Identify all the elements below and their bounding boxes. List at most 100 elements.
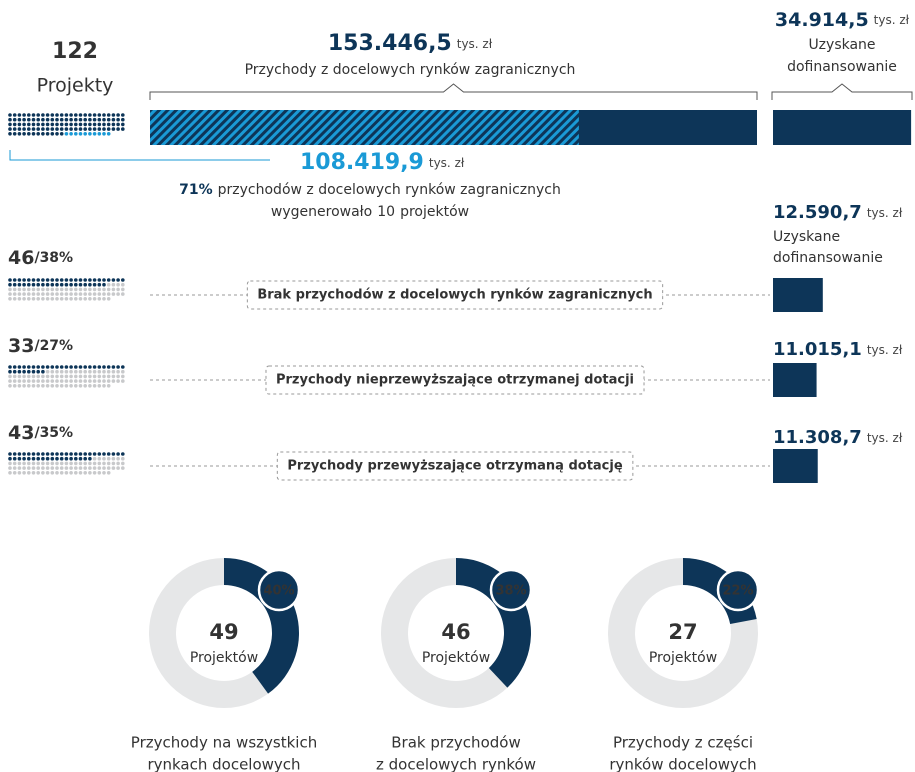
dot [8,287,12,292]
dot [92,452,97,456]
dot [102,282,106,287]
dot [97,456,102,461]
dot [88,369,92,374]
top-projects-text-part: projektów [400,204,469,220]
dot [106,132,111,136]
dot [50,113,55,117]
dot [36,117,40,122]
dot [74,365,78,369]
connector [9,150,270,161]
revenue-total-part: tys. zł [457,37,493,51]
dot [8,471,12,475]
dot [83,466,87,470]
dot [55,282,59,287]
dot [59,282,64,287]
dot [88,282,92,287]
dot [8,374,12,379]
dot [17,374,22,379]
bracket [149,83,758,100]
dot [88,113,92,117]
dot [36,369,40,374]
dot [78,292,83,296]
dot [41,466,45,470]
dot [92,292,97,296]
dot [8,297,12,301]
dot [64,471,69,475]
dot [12,292,17,296]
dot [36,461,40,466]
dot [74,461,78,466]
dot [12,113,17,117]
dot [69,292,73,296]
dot [12,117,17,122]
share-label: 22% [722,584,753,599]
dot [116,452,120,456]
dot [45,127,50,131]
dot [45,117,50,122]
dot [64,374,69,379]
dot [59,113,64,117]
dot [64,282,69,287]
dot [102,369,106,374]
dot [27,127,31,131]
dot [12,127,17,131]
dot [83,456,87,461]
dot [12,379,17,383]
dot [102,292,106,296]
dot [50,297,55,301]
dot [50,117,55,122]
dot [83,113,87,117]
dot [102,113,106,117]
dot [45,461,50,466]
dot [59,292,64,296]
dot [106,278,111,282]
dot [69,466,73,470]
dot [64,127,69,131]
dot [97,369,102,374]
dot [121,452,125,456]
donut-caption: Brak przychodów [391,734,520,752]
dot [74,282,78,287]
dot [121,466,125,470]
dot [17,461,22,466]
dot [50,379,55,383]
dot [41,369,45,374]
dot [22,117,26,122]
dot [8,384,12,388]
dot [78,132,83,136]
dot [102,456,106,461]
dot [22,369,26,374]
dot [92,287,97,292]
dot [31,117,36,122]
dot [88,471,92,475]
dot [106,292,111,296]
dot [59,466,64,470]
dot [12,297,17,301]
revenue-caption: Przychody z docelowych rynków zagraniczn… [245,62,576,78]
dot [78,282,83,287]
dot [50,384,55,388]
revenue-total: 153.446,5 tys. zł [328,31,493,56]
dot [64,113,69,117]
dot [36,379,40,383]
group-share: 43/35% [8,422,73,444]
dot [12,384,17,388]
donut-count: 46 [441,620,470,644]
dot [8,369,12,374]
dot [97,117,102,122]
dot [36,282,40,287]
dot [74,452,78,456]
dot [121,127,125,131]
dot [41,287,45,292]
dot [102,461,106,466]
dot [27,297,31,301]
dot [83,369,87,374]
dot [69,365,73,369]
dot [41,384,45,388]
group-funding: 12.590,7 tys. zł [773,202,903,223]
dot [27,452,31,456]
group-share-part: 43 [8,422,34,444]
dot [92,117,97,122]
dot [74,117,78,122]
dot [64,297,69,301]
